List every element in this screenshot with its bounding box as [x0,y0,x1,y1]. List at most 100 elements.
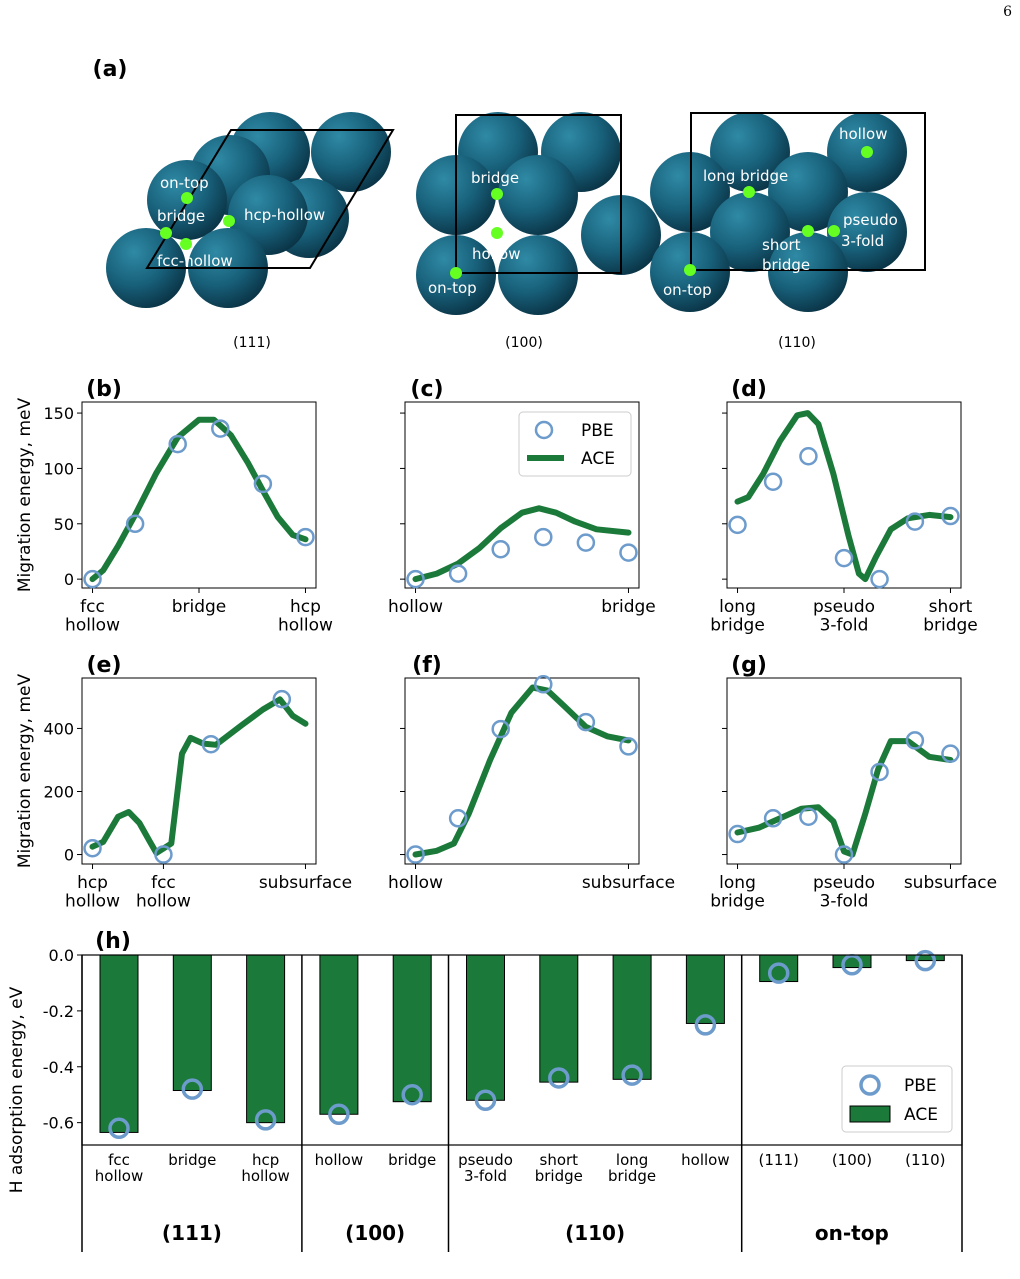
x-tick-label: hollow [388,873,443,893]
adsorption-energy-bar-chart: (h) 0.0 -0.2 -0.4 -0.6 H adsorption energy, e… [7,929,963,1252]
category-label: hcp hollow [241,1151,289,1185]
pbe-point [534,675,553,694]
y-tick-label: -0.4 [43,1058,74,1077]
ace-bar [319,954,359,1115]
atom [768,152,848,232]
x-tick-label: short bridge [923,597,978,635]
pbe-point [728,515,747,535]
plot-frame [81,677,317,865]
adsorption-site-marker [450,267,462,279]
adsorption-site-marker [180,238,192,250]
pbe-point [576,712,596,732]
category-label: (100) [832,1151,872,1169]
category-label: bridge [168,1151,216,1169]
pbe-point [534,527,553,547]
legend-pbe-label: PBE [904,1076,937,1096]
ace-bar [759,954,799,983]
y-tick-label: 0.0 [49,946,74,965]
panel-label: (h) [95,929,131,954]
legend-pbe-marker [534,420,554,440]
pbe-point [154,845,173,864]
site-label: on-top [428,279,477,297]
unit-cell-100 [455,114,622,274]
ace-bar [172,954,212,1092]
y-tick-label: 150 [43,404,74,423]
category-label: (111) [759,1151,799,1169]
chart-g: (g) long bridge pseudo 3-fold subsurface [710,653,997,911]
chart-d: (d) long bridge pseudo 3-fold short bridge [710,377,977,635]
category-label: pseudo 3-fold [458,1151,513,1185]
ace-line [734,410,954,583]
site-label: hollow [472,245,520,263]
legend-ace-label: ACE [904,1105,938,1125]
pbe-point [799,807,818,826]
y-tick-label: -0.2 [43,1002,74,1021]
legend-pbe-label: PBE [581,421,614,441]
pbe-point [767,962,790,984]
panel-label: (e) [86,653,121,678]
ace-bar [539,954,579,1083]
y-axis-label: Migration energy, meV [15,398,35,593]
panel-a: (a) on-top bridge fcc-hollow hcp-hollow (111)… [93,57,926,351]
x-tick-label: subsurface [904,873,997,893]
group-label: (100) [345,1221,405,1245]
x-tick-label: hollow [388,597,443,617]
plot-frame [81,401,317,589]
x-tick-label: hcp hollow [65,873,120,911]
ace-line [412,505,632,583]
legend-ace-label: ACE [581,449,615,469]
pbe-point [905,512,925,531]
chart-f: (f) hollow subsurface [388,653,675,893]
adsorption-site-marker [160,227,172,239]
pbe-point [328,1103,350,1126]
y-tick-label: 400 [43,719,74,738]
panel-label: (f) [412,653,442,678]
adsorption-site-marker [491,188,503,200]
category-label: long bridge [608,1151,656,1185]
adsorption-site-marker [181,192,193,204]
pbe-point [168,434,187,454]
category-label: fcc hollow [95,1151,143,1185]
pbe-point [905,731,925,750]
ace-bar [392,954,432,1103]
x-tick-label: hcp hollow [278,597,333,635]
ace-line [412,684,632,858]
chart-c: (c) hollow bridge PBE ACE [388,377,656,617]
pbe-point [491,719,510,739]
ace-bar [246,954,286,1124]
y-tick-label: 0 [64,846,74,865]
pbe-point [83,838,102,858]
atom [498,155,578,235]
x-tick-label: fcc hollow [136,873,191,911]
pbe-point [576,533,596,552]
x-tick-label: pseudo 3-fold [813,597,875,635]
surface-label-100: (100) [505,335,543,351]
site-label: 3-fold [841,232,884,250]
atom [498,235,578,315]
site-label: fcc-hollow [157,252,233,270]
pbe-point [870,569,889,589]
panel-label: (b) [86,377,122,402]
pbe-point [870,762,889,782]
pbe-point [941,506,960,526]
y-axis-label: Migration energy, meV [15,674,35,869]
adsorption-site-marker [491,227,503,239]
adsorption-site-marker [684,264,696,276]
pbe-point [181,1078,204,1100]
ace-bar [905,954,945,962]
ace-line [734,738,954,858]
category-label: hollow [681,1151,729,1169]
category-label: hollow [315,1151,363,1169]
pbe-point [834,548,854,568]
pbe-point [763,472,783,491]
pbe-point [621,1064,643,1086]
atom [768,232,848,312]
site-label: bridge [762,256,810,274]
site-label: hollow [839,125,887,143]
site-label: long bridge [703,167,788,185]
pbe-point [799,447,818,466]
y-tick-label: 0 [64,570,74,589]
pbe-point [401,1083,423,1106]
ace-line [89,696,309,856]
